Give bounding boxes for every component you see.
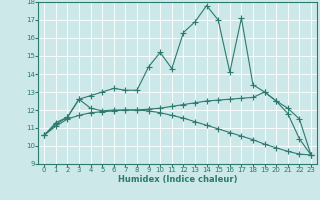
X-axis label: Humidex (Indice chaleur): Humidex (Indice chaleur) [118,175,237,184]
